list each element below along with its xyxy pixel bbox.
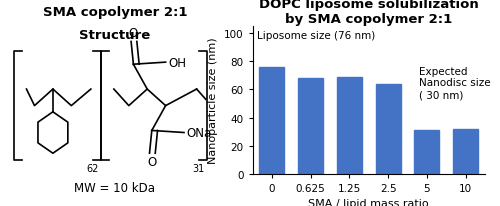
Bar: [298, 79, 323, 174]
Text: SMA copolymer 2:1: SMA copolymer 2:1: [43, 6, 187, 19]
Bar: [414, 131, 440, 174]
Text: O: O: [147, 156, 156, 169]
Text: ONa: ONa: [186, 126, 212, 139]
Text: Structure: Structure: [80, 29, 150, 42]
Text: 31: 31: [192, 163, 204, 173]
Text: MW = 10 kDa: MW = 10 kDa: [74, 181, 156, 194]
Bar: [376, 84, 400, 174]
Text: Liposome size (76 nm): Liposome size (76 nm): [257, 30, 376, 40]
Text: 62: 62: [86, 163, 99, 173]
Text: Expected
Nanodisc size
( 30 nm): Expected Nanodisc size ( 30 nm): [418, 67, 490, 99]
Bar: [453, 129, 478, 174]
Y-axis label: Nanoparticle size (nm): Nanoparticle size (nm): [208, 37, 218, 163]
Title: DOPC liposome solubilization
by SMA copolymer 2:1: DOPC liposome solubilization by SMA copo…: [259, 0, 478, 26]
Text: O: O: [129, 27, 138, 40]
Bar: [260, 67, 284, 174]
Text: OH: OH: [168, 56, 186, 69]
Bar: [337, 77, 362, 174]
X-axis label: SMA / lipid mass ratio: SMA / lipid mass ratio: [308, 199, 429, 206]
